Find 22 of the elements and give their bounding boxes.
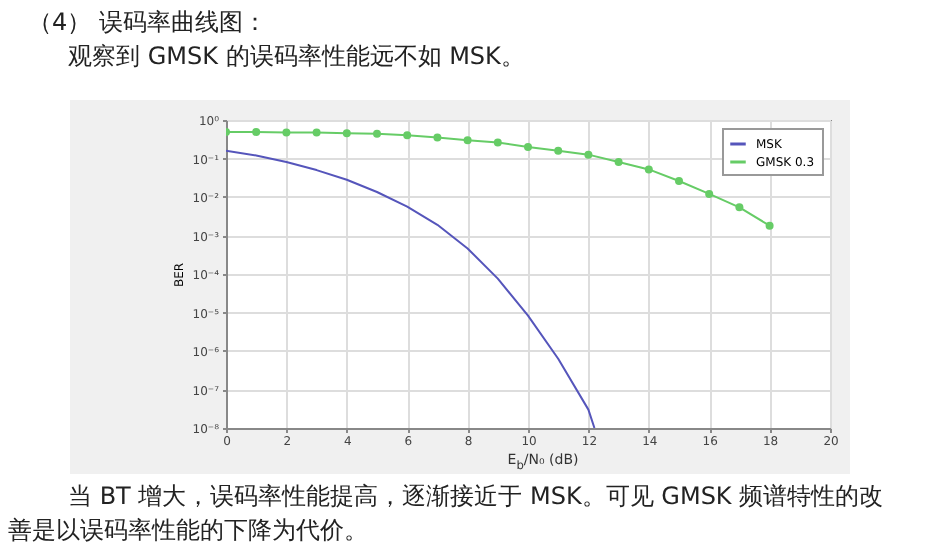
point (463, 136, 472, 145)
point (524, 142, 532, 151)
point (403, 131, 412, 140)
chart-subtitle: 观察到 GMSK 的误码率性能远不如 MSK。 (68, 40, 525, 74)
point (705, 189, 714, 198)
point (252, 127, 261, 136)
point (614, 158, 623, 167)
point (433, 133, 442, 142)
point (735, 203, 744, 212)
point (373, 129, 381, 138)
point (554, 146, 563, 155)
point (282, 128, 291, 137)
point (493, 138, 502, 147)
chart-title: （4） 误码率曲线图： (28, 6, 267, 40)
line-series (226, 149, 596, 428)
point (675, 177, 683, 186)
point (644, 165, 653, 174)
point (584, 150, 593, 159)
point (765, 221, 774, 230)
point (342, 129, 351, 138)
point (312, 128, 321, 137)
text: 当 BT 增大，误码率性能提高，逐渐接近于 MSK。可见 GMSK 频谱特性的改善是以误码率性能的下降为代价。 (8, 480, 886, 548)
